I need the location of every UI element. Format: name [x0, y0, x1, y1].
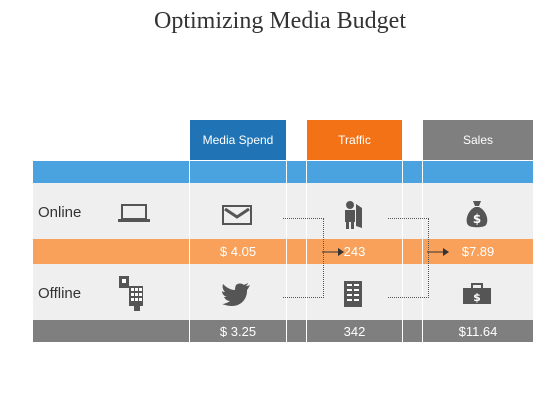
header-traffic: Traffic — [307, 120, 402, 160]
offline-label: Offline — [38, 285, 82, 302]
page-title: Optimizing Media Budget — [154, 8, 406, 34]
column-divider — [306, 161, 307, 342]
online-value-row — [33, 239, 533, 264]
briefcase-icon: $ — [463, 283, 491, 304]
header-media-spend-label: Media Spend — [202, 133, 274, 147]
header-sales: Sales — [423, 120, 533, 160]
phone-keypad-icon — [119, 276, 143, 311]
twitter-bird-icon — [222, 283, 250, 306]
offline-traffic-value: 342 — [343, 323, 366, 339]
visitor-icon — [345, 201, 362, 229]
building-icon — [344, 281, 362, 307]
column-divider — [422, 161, 423, 342]
online-label: Online — [38, 204, 82, 221]
header-traffic-label: Traffic — [338, 133, 371, 147]
money-bag-icon: $ — [466, 201, 488, 228]
arrow-right-icon — [322, 248, 344, 256]
online-media-spend-value: $ 4.05 — [219, 244, 257, 259]
connector-line — [283, 218, 324, 298]
column-divider — [286, 161, 287, 342]
envelope-icon — [222, 205, 252, 225]
online-background — [33, 183, 533, 239]
blue-stripe — [33, 161, 533, 183]
laptop-icon — [118, 204, 150, 222]
offline-background — [33, 264, 533, 320]
svg-text:$: $ — [473, 291, 481, 304]
column-divider — [402, 161, 403, 342]
connector-line — [388, 218, 429, 298]
offline-value-row — [33, 320, 533, 342]
header-media-spend: Media Spend — [190, 120, 286, 160]
svg-text:$: $ — [473, 212, 481, 226]
column-divider — [189, 161, 190, 342]
online-traffic-value: 243 — [343, 244, 366, 259]
arrow-right-icon — [427, 248, 449, 256]
header-sales-label: Sales — [462, 133, 494, 147]
offline-media-spend-value: $ 3.25 — [219, 323, 257, 339]
offline-sales-value: $11.64 — [458, 323, 498, 339]
online-sales-value: $7.89 — [461, 244, 495, 259]
